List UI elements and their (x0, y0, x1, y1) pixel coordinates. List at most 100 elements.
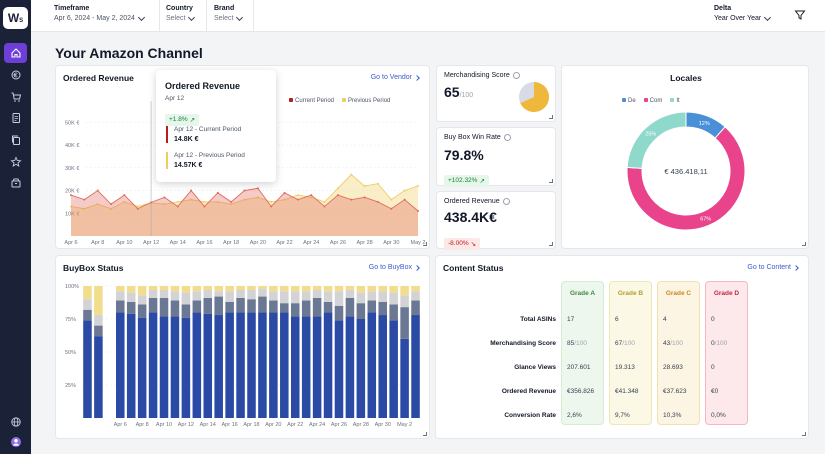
slice-label: 12% (699, 121, 710, 127)
content-row-label: Merchandising Score (490, 340, 556, 347)
x-tick-label: Apr 24 (309, 422, 325, 428)
x-tick-label: May 2 (411, 240, 426, 246)
current-period-point (216, 191, 219, 194)
bar-segment-yellow (236, 286, 245, 290)
x-tick-label: Apr 22 (276, 240, 292, 246)
previous-period-point (203, 200, 206, 203)
chart-tooltip: Ordered Revenue Apr 12 +1.8% ↗ Apr 12 - C… (156, 70, 276, 182)
bar-segment-yellow (148, 286, 158, 290)
bar-segment-yellow (192, 286, 202, 292)
x-tick-label: Apr 14 (200, 422, 216, 428)
delta-value: Year Over Year (714, 15, 762, 22)
brand-filter[interactable]: Brand Select (214, 5, 244, 22)
star-icon[interactable] (4, 152, 27, 172)
content-cell: 0,0% (711, 412, 726, 419)
bar-segment-light (214, 291, 223, 297)
globe-icon[interactable] (4, 412, 27, 432)
go-to-content-link[interactable]: Go to Content (747, 264, 799, 271)
content-cell: 85/100 (567, 340, 587, 347)
card-title: Locales (670, 73, 702, 83)
go-to-buybox-link[interactable]: Go to BuyBox (369, 264, 420, 271)
ordered-revenue-card: Ordered Revenue Go to Vendor Current Per… (55, 65, 430, 249)
bar-segment-gray (94, 325, 103, 337)
x-tick-label: Apr 6 (114, 422, 127, 428)
content-cell: 0 (711, 316, 715, 323)
current-period-point (296, 198, 299, 201)
x-tick-label: Apr 30 (375, 422, 391, 428)
content-row-label: Glance Views (514, 364, 556, 371)
bar-segment-yellow (411, 286, 420, 292)
bar-segment-gray (159, 297, 169, 317)
coin-icon[interactable] (4, 65, 27, 85)
current-period-point (190, 189, 193, 192)
timeframe-filter[interactable]: Timeframe Apr 6, 2024 - May 2, 2024 (54, 5, 145, 22)
bar-segment-gray (137, 304, 147, 318)
x-tick-label: Apr 22 (287, 422, 303, 428)
current-period-point (376, 200, 379, 203)
locale-slice-it (626, 111, 687, 169)
chevron-down-icon (236, 13, 244, 21)
bar-segment-yellow (170, 286, 180, 292)
current-period-point (176, 205, 179, 208)
bar-segment-yellow (345, 286, 355, 290)
current-period-point (136, 207, 139, 210)
bar-segment-blue (389, 320, 398, 418)
previous-period-point (390, 198, 393, 201)
x-tick-label: Apr 20 (250, 240, 266, 246)
info-icon[interactable] (502, 198, 510, 205)
go-to-vendor-link[interactable]: Go to Vendor (371, 74, 420, 81)
bar-segment-light (345, 289, 355, 298)
bar-segment-yellow (181, 286, 191, 293)
previous-period-point (70, 205, 72, 208)
filter-funnel-icon[interactable] (794, 8, 806, 20)
bar-segment-gray (247, 299, 256, 313)
bar-segment-gray (148, 297, 158, 313)
bar-segment-yellow (214, 286, 223, 292)
current-period-point (230, 200, 233, 203)
current-period-point (403, 198, 406, 201)
content-row-label: Total ASINs (520, 316, 556, 323)
x-tick-label: Apr 10 (116, 240, 132, 246)
grade-a-column (561, 281, 604, 425)
bar-segment-blue (367, 312, 377, 418)
delta-filter[interactable]: Delta Year Over Year (714, 5, 772, 22)
y-tick-label: 20K € (65, 189, 79, 195)
x-tick-label: Apr 8 (91, 240, 104, 246)
bar-segment-blue (323, 312, 333, 418)
bar-segment-gray (411, 300, 420, 316)
bar-segment-gray (334, 305, 344, 321)
bar-segment-blue (258, 312, 267, 418)
info-icon[interactable] (503, 134, 511, 141)
previous-period-point (376, 182, 379, 185)
info-icon[interactable] (512, 72, 520, 79)
current-period-point (163, 196, 166, 199)
bar-segment-yellow (367, 286, 377, 292)
content-cell: 2,6% (567, 412, 582, 419)
current-period-point (350, 198, 353, 201)
bar-segment-gray (323, 301, 333, 313)
bar-segment-blue (247, 312, 256, 418)
content-cell: 10,3% (663, 412, 682, 419)
country-filter[interactable]: Country Select (166, 5, 196, 22)
content-cell: 0/100 (711, 340, 728, 347)
home-icon[interactable] (4, 43, 27, 63)
document-icon[interactable] (4, 108, 27, 128)
x-tick-label: Apr 26 (331, 422, 347, 428)
merch-score-value: 65/100 (444, 84, 474, 100)
current-period-point (336, 194, 339, 197)
timeframe-label: Timeframe (54, 5, 90, 12)
user-avatar-icon[interactable] (4, 432, 27, 452)
copy-icon[interactable] (4, 130, 27, 150)
previous-period-point (363, 185, 366, 187)
bar-segment-blue (269, 312, 278, 418)
bar-segment-light (323, 291, 333, 302)
cart-icon[interactable] (4, 87, 27, 107)
box-icon[interactable] (4, 173, 27, 193)
y-tick-label: 30K € (65, 166, 79, 172)
bar-segment-yellow (258, 286, 267, 289)
delta-badge: -8.00% ↘ (444, 237, 481, 250)
bar-segment-light (137, 295, 147, 305)
bar-segment-gray (192, 300, 202, 313)
bar-segment-light (236, 289, 245, 298)
